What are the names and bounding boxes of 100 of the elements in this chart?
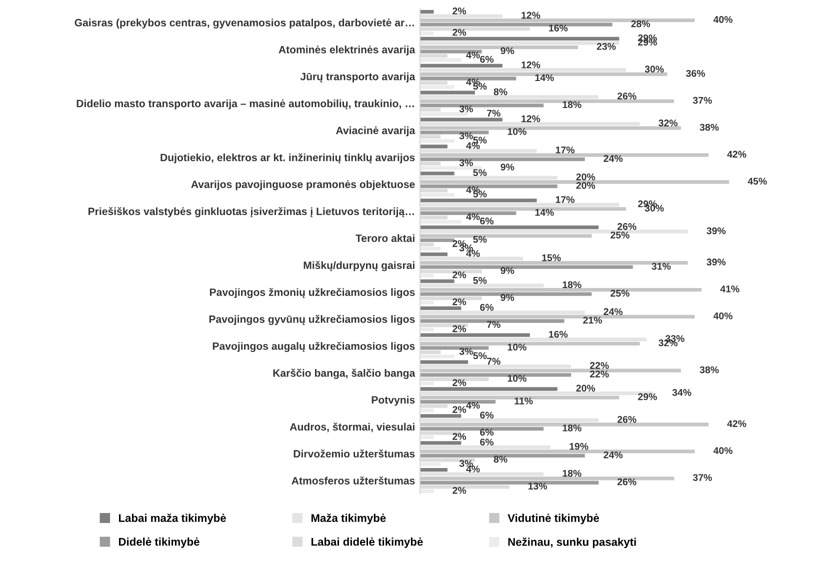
bar: [420, 10, 434, 14]
y-tick-label: Jūrų transporto avarija: [300, 72, 416, 82]
data-label: 3%: [459, 132, 473, 140]
data-label: 31%: [652, 262, 671, 270]
bar: [420, 333, 530, 337]
data-label: 2%: [452, 406, 466, 413]
legend-label: Vidutinė tikimybė: [508, 514, 599, 524]
data-label: 17%: [556, 196, 575, 203]
bar: [420, 450, 695, 454]
data-label: 2%: [452, 271, 466, 278]
data-label: 15%: [542, 254, 561, 262]
bar: [420, 422, 708, 426]
data-label: 38%: [700, 124, 719, 131]
y-tick-label: Teroro aktai: [356, 234, 414, 242]
data-label: 30%: [644, 66, 664, 73]
y-tick-label: Pavojingos žmonių užkrečiamosios ligos: [210, 288, 415, 298]
data-label: 12%: [522, 115, 540, 122]
data-label: 21%: [583, 316, 602, 324]
bar: [420, 50, 482, 54]
data-label: 4%: [466, 52, 480, 58]
data-label: 10%: [508, 128, 526, 135]
data-label: 5%: [473, 169, 487, 176]
bar: [420, 368, 682, 372]
data-label: 2%: [452, 298, 466, 306]
bar: [420, 144, 448, 148]
legend-label: Nežinau, sunku pasakyti: [508, 538, 636, 548]
data-label: 8%: [494, 456, 508, 463]
data-label: 39%: [706, 227, 726, 234]
bar: [420, 328, 434, 332]
data-label: 3%: [459, 159, 473, 166]
data-label: 10%: [508, 374, 526, 382]
data-label: 29%: [638, 393, 657, 400]
data-label: 8%: [494, 88, 508, 96]
bar: [420, 319, 564, 323]
data-label: 24%: [604, 451, 623, 458]
data-label: 25%: [610, 232, 630, 238]
data-label: 20%: [576, 384, 596, 392]
data-label: 3%: [459, 105, 473, 112]
bar: [420, 64, 502, 68]
data-label: 6%: [480, 428, 494, 436]
bar: [420, 306, 462, 310]
data-label: 7%: [487, 110, 500, 117]
data-label: 40%: [713, 312, 732, 320]
data-label: 25%: [610, 290, 630, 297]
bar: [420, 414, 462, 418]
data-label: 42%: [727, 420, 746, 428]
bar: [420, 342, 640, 346]
data-label: 2%: [452, 433, 466, 440]
y-tick-label: Avarijos pavojinguose pramonės objektuose: [191, 180, 415, 190]
bar: [420, 252, 448, 256]
data-label: 19%: [570, 442, 588, 450]
bar: [420, 480, 599, 484]
bar: [420, 153, 708, 157]
data-label: 6%: [480, 412, 494, 419]
bar: [420, 300, 434, 304]
data-label: 38%: [700, 366, 719, 374]
y-tick-label: Didelio masto transporto avarija – masinė automobilių, traukinio, …: [76, 99, 414, 110]
bar: [420, 90, 475, 94]
bar: [420, 441, 462, 445]
bar: [420, 118, 502, 122]
y-tick-label: Gaisras (prekybos centras, gyvenamosios patalpos, darbovietė ar…: [74, 18, 414, 29]
bar: [420, 104, 544, 108]
data-label: 36%: [686, 70, 706, 77]
data-label: 16%: [549, 24, 568, 32]
data-label: 10%: [508, 344, 526, 351]
bar: [420, 408, 434, 412]
data-label: 7%: [487, 321, 500, 328]
data-label: 5%: [473, 236, 487, 243]
data-label: 9%: [500, 294, 514, 301]
data-label: 13%: [528, 482, 548, 490]
y-tick-label: Potvynis: [372, 396, 415, 406]
legend-label: Didelė tikimybė: [119, 538, 200, 548]
bar: [420, 139, 454, 143]
bar: [420, 354, 454, 358]
y-tick-label: Karščio banga, šalčio banga: [273, 368, 416, 379]
y-tick-label: Priešiškos valstybės ginkluotas įsiveržimas į Lietuvos teritoriją…: [88, 207, 414, 218]
bar: [420, 207, 626, 211]
y-tick-label: Dujotiekio, elektros ar kt. inžinerinių tinklų avarijos: [160, 153, 415, 164]
bar: [420, 468, 448, 472]
data-label: 2%: [452, 486, 466, 494]
data-label: 26%: [617, 223, 636, 230]
y-tick-label: Atmosferos užterštumas: [292, 476, 415, 484]
bar: [420, 58, 462, 62]
data-label: 5%: [473, 352, 487, 360]
bar: [420, 198, 537, 202]
data-label: 23%: [596, 43, 616, 50]
data-label: 20%: [576, 173, 596, 180]
data-label: 4%: [466, 402, 480, 409]
data-label: 3%: [459, 348, 473, 355]
data-label: 9%: [500, 164, 514, 170]
bar: [420, 274, 434, 278]
data-label: 41%: [720, 286, 740, 292]
data-label: 5%: [473, 276, 487, 284]
bar: [420, 346, 489, 350]
bar: [420, 226, 599, 230]
bar: [420, 489, 434, 494]
data-label: 2%: [452, 8, 466, 14]
data-label: 2%: [452, 379, 466, 386]
data-label: 20%: [576, 182, 596, 189]
bar: [420, 360, 468, 364]
